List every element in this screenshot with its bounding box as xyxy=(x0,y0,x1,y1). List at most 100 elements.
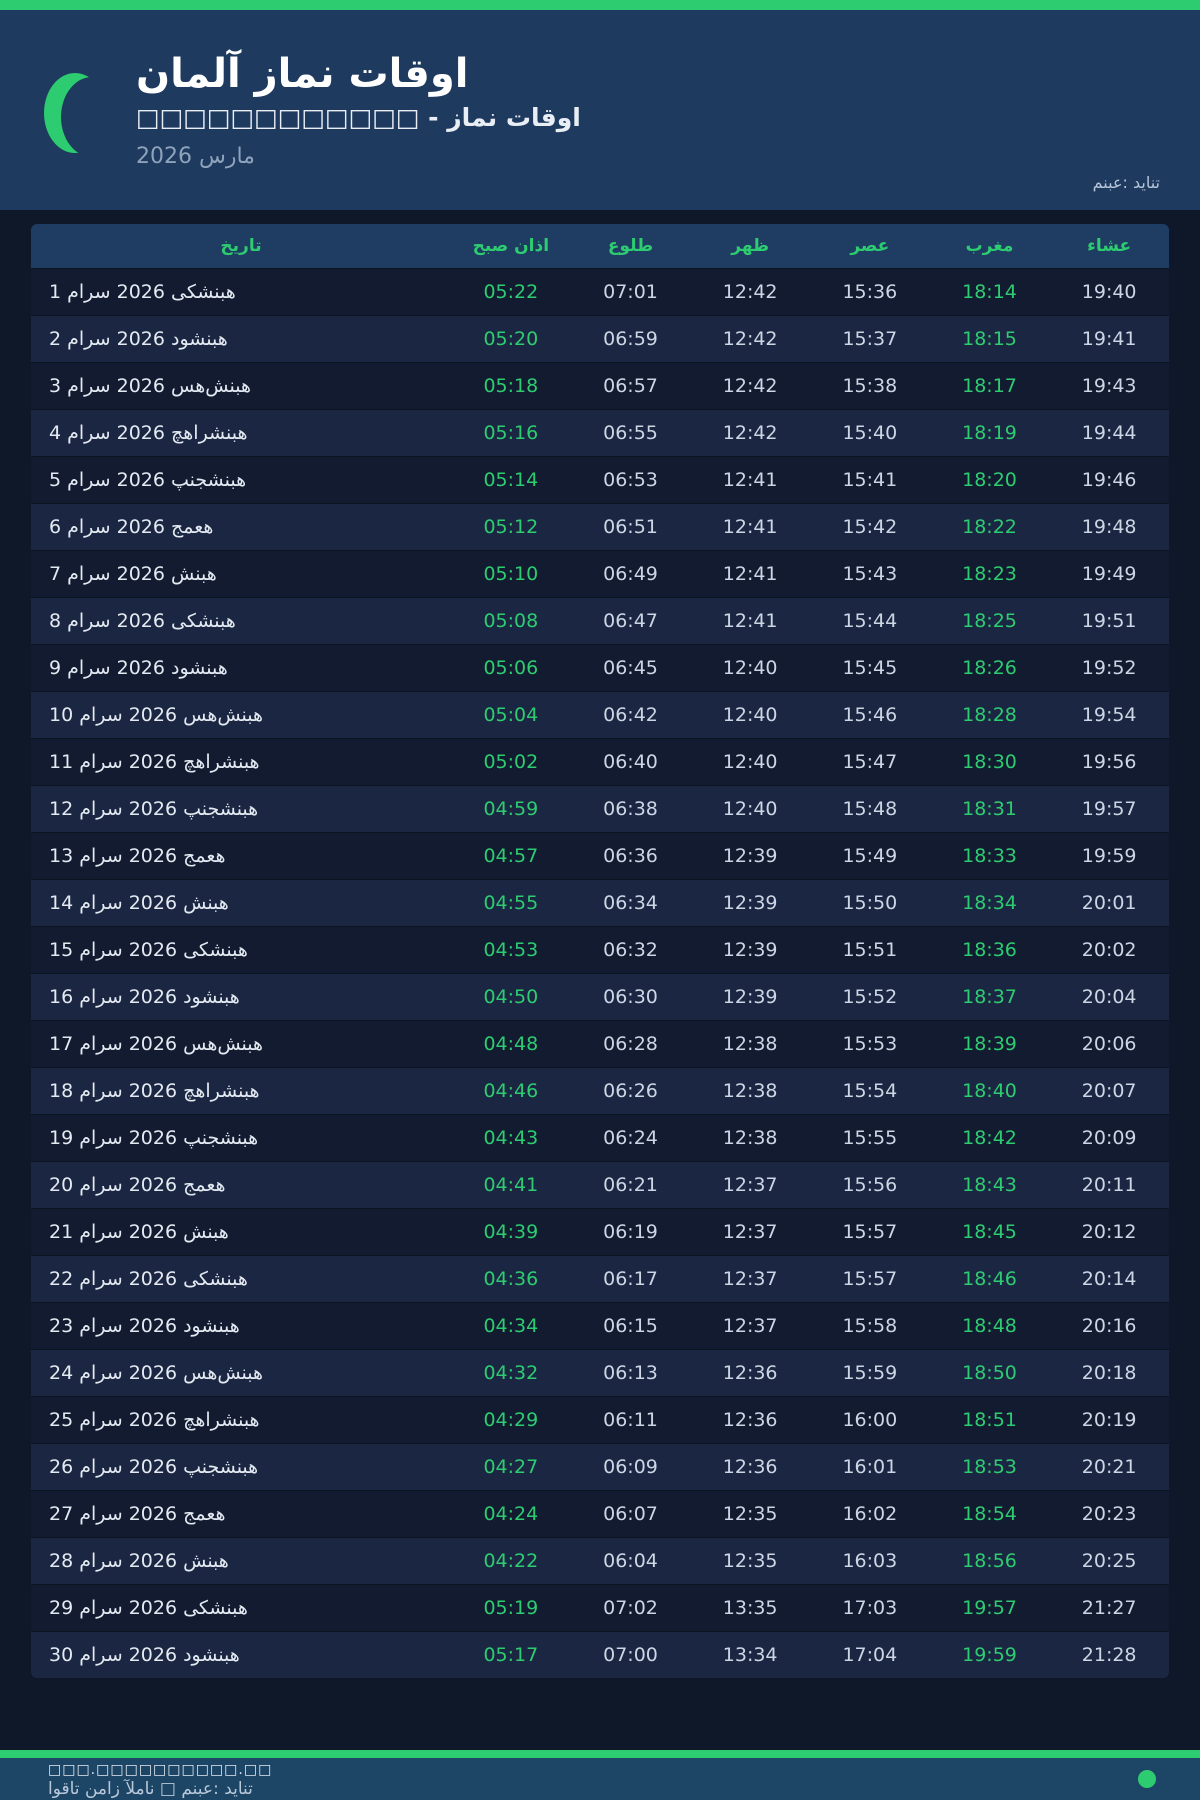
cell-fajr: 05:16 xyxy=(483,422,539,444)
cell-maghrib: 18:22 xyxy=(962,516,1017,538)
cell-fajr: 05:04 xyxy=(483,704,539,726)
cell-asr: 15:58 xyxy=(842,1315,898,1337)
cell-fajr: 04:55 xyxy=(483,892,539,914)
cell-fajr: 04:50 xyxy=(483,986,539,1008)
cell-isha: 19:43 xyxy=(1081,375,1137,397)
cell-maghrib: 18:51 xyxy=(962,1409,1017,1431)
page-header: اوقات نماز آلمان اوقات نماز - □□□□□□□□□□… xyxy=(0,10,1200,210)
cell-fajr: 05:18 xyxy=(483,375,539,397)
cell-asr: 15:49 xyxy=(842,845,898,867)
cell-maghrib: 18:40 xyxy=(962,1080,1017,1102)
footer-group: □□□.□□□□□□□□□□.□□ اوقات نماز آلمان □ منب… xyxy=(0,1750,1200,1800)
cell-date: 7 مارس 2026 شنبه xyxy=(49,563,217,585)
cell-sunrise: 07:00 xyxy=(603,1644,658,1666)
cell-dhuhr: 12:37 xyxy=(722,1268,778,1290)
cell-maghrib: 18:50 xyxy=(962,1362,1017,1384)
cell-fajr: 04:59 xyxy=(483,798,539,820)
cell-dhuhr: 12:39 xyxy=(722,986,778,1008)
cell-isha: 19:40 xyxy=(1081,281,1137,303)
cell-dhuhr: 12:42 xyxy=(722,422,778,444)
cell-maghrib: 18:28 xyxy=(962,704,1017,726)
cell-date: 24 مارس 2026 سه‌شنبه xyxy=(49,1362,264,1384)
cell-maghrib: 18:30 xyxy=(962,751,1017,773)
cell-asr: 15:38 xyxy=(842,375,898,397)
cell-fajr: 04:41 xyxy=(483,1174,539,1196)
cell-isha: 20:23 xyxy=(1081,1503,1137,1525)
cell-date: 11 مارس 2026 چهارشنبه xyxy=(49,751,260,773)
cell-dhuhr: 12:40 xyxy=(722,657,778,679)
cell-date: 30 مارس 2026 دوشنبه xyxy=(49,1644,240,1666)
cell-isha: 19:44 xyxy=(1081,422,1137,444)
cell-maghrib: 18:45 xyxy=(962,1221,1017,1243)
table-row: 22 مارس 2026 یکشنبه 04:36 06:17 12:37 15:57 1… xyxy=(31,1255,1169,1302)
cell-sunrise: 06:34 xyxy=(603,892,658,914)
table-row: 28 مارس 2026 شنبه 04:22 06:04 12:35 16:03 18:… xyxy=(31,1537,1169,1584)
cell-dhuhr: 13:35 xyxy=(722,1597,778,1619)
prayer-times-table: تاریخ اذان صبح طلوع ظهر عصر مغرب عشاء 1 … xyxy=(31,224,1169,1678)
cell-isha: 20:25 xyxy=(1081,1550,1137,1572)
table-row: 6 مارس 2026 جمعه 05:12 06:51 12:41 15:42 18:2… xyxy=(31,503,1169,550)
table-row: 11 مارس 2026 چهارشنبه 05:02 06:40 12:40 15:4… xyxy=(31,738,1169,785)
cell-sunrise: 06:47 xyxy=(603,610,658,632)
cell-maghrib: 19:59 xyxy=(962,1644,1017,1666)
table-row: 23 مارس 2026 دوشنبه 04:34 06:15 12:37 15:58 1… xyxy=(31,1302,1169,1349)
cell-fajr: 05:10 xyxy=(483,563,539,585)
cell-sunrise: 06:21 xyxy=(603,1174,658,1196)
cell-dhuhr: 12:40 xyxy=(722,704,778,726)
column-header-dhuhr: ظهر xyxy=(731,236,770,256)
cell-asr: 15:55 xyxy=(842,1127,898,1149)
footer-tagline: اوقات نماز آلمان □ منبع: دیانت xyxy=(48,1779,253,1799)
column-header-asr: عصر xyxy=(850,236,890,256)
cell-date: 19 مارس 2026 پنجشنبه xyxy=(49,1127,259,1149)
column-header-fajr: اذان صبح xyxy=(472,236,550,256)
cell-isha: 20:12 xyxy=(1081,1221,1137,1243)
cell-sunrise: 06:11 xyxy=(603,1409,658,1431)
cell-isha: 20:18 xyxy=(1081,1362,1137,1384)
cell-sunrise: 06:15 xyxy=(603,1315,658,1337)
cell-date: 1 مارس 2026 یکشنبه xyxy=(49,281,236,303)
footer-accent-bar xyxy=(0,1750,1200,1758)
cell-fajr: 04:39 xyxy=(483,1221,539,1243)
table-row: 26 مارس 2026 پنجشنبه 04:27 06:09 12:36 16:01… xyxy=(31,1443,1169,1490)
cell-asr: 15:48 xyxy=(842,798,898,820)
cell-sunrise: 07:01 xyxy=(603,281,658,303)
table-row: 19 مارس 2026 پنجشنبه 04:43 06:24 12:38 15:55… xyxy=(31,1114,1169,1161)
cell-maghrib: 18:37 xyxy=(962,986,1017,1008)
header-text-block: اوقات نماز آلمان اوقات نماز - □□□□□□□□□□… xyxy=(136,51,581,169)
table-row: 21 مارس 2026 شنبه 04:39 06:19 12:37 15:57 18:… xyxy=(31,1208,1169,1255)
cell-sunrise: 06:28 xyxy=(603,1033,658,1055)
cell-fajr: 05:12 xyxy=(483,516,539,538)
cell-maghrib: 18:53 xyxy=(962,1456,1017,1478)
cell-fajr: 04:43 xyxy=(483,1127,539,1149)
cell-isha: 20:06 xyxy=(1081,1033,1137,1055)
cell-date: 8 مارس 2026 یکشنبه xyxy=(49,610,236,632)
cell-date: 29 مارس 2026 یکشنبه xyxy=(49,1597,248,1619)
cell-sunrise: 07:02 xyxy=(603,1597,658,1619)
table-row: 17 مارس 2026 سه‌شنبه 04:48 06:28 12:38 15:53… xyxy=(31,1020,1169,1067)
cell-asr: 16:00 xyxy=(842,1409,898,1431)
cell-maghrib: 18:46 xyxy=(962,1268,1017,1290)
top-accent-bar xyxy=(0,0,1200,10)
cell-isha: 19:52 xyxy=(1081,657,1137,679)
cell-isha: 19:48 xyxy=(1081,516,1137,538)
cell-asr: 15:45 xyxy=(842,657,898,679)
cell-sunrise: 06:30 xyxy=(603,986,658,1008)
status-dot xyxy=(1138,1770,1156,1788)
cell-isha: 20:11 xyxy=(1081,1174,1137,1196)
cell-isha: 20:01 xyxy=(1081,892,1137,914)
table-row: 12 مارس 2026 پنجشنبه 04:59 06:38 12:40 15:48… xyxy=(31,785,1169,832)
cell-fajr: 05:08 xyxy=(483,610,539,632)
column-header-date: تاریخ xyxy=(220,236,262,256)
cell-fajr: 04:57 xyxy=(483,845,539,867)
page-footer: □□□.□□□□□□□□□□.□□ اوقات نماز آلمان □ منب… xyxy=(0,1758,1200,1800)
cell-maghrib: 18:42 xyxy=(962,1127,1017,1149)
table-row: 27 مارس 2026 جمعه 04:24 06:07 12:35 16:02 18:… xyxy=(31,1490,1169,1537)
cell-fajr: 05:22 xyxy=(483,281,539,303)
cell-asr: 17:04 xyxy=(842,1644,898,1666)
cell-fajr: 05:02 xyxy=(483,751,539,773)
page-subtitle: اوقات نماز - □□□□□□□□□□□□ xyxy=(136,103,581,132)
cell-asr: 15:44 xyxy=(842,610,898,632)
cell-sunrise: 06:53 xyxy=(603,469,658,491)
cell-isha: 20:21 xyxy=(1081,1456,1137,1478)
cell-fajr: 04:34 xyxy=(483,1315,539,1337)
